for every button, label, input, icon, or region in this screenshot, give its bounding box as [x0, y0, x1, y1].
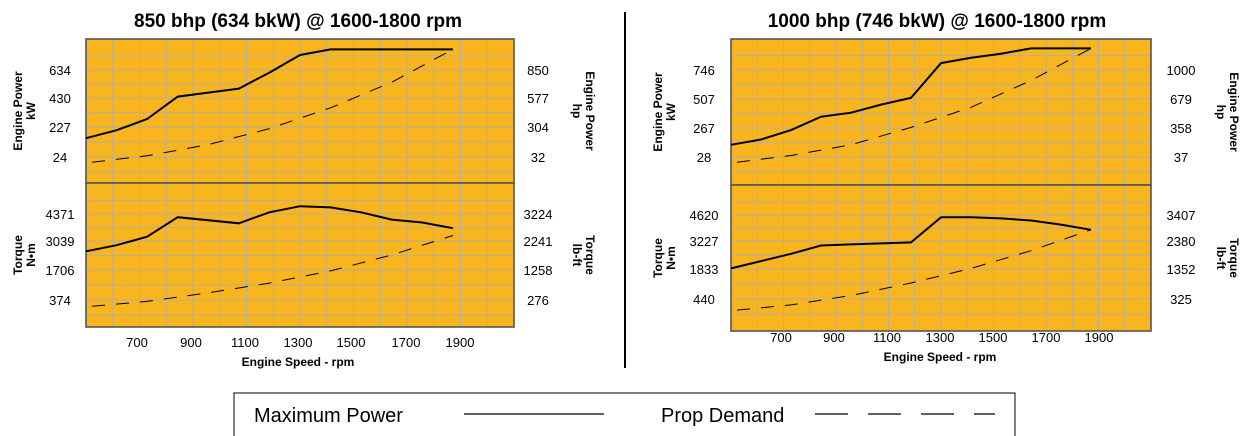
power-prop-demand-line	[736, 47, 1092, 163]
x-tick-label: 1300	[926, 330, 955, 345]
x-tick-label: 1700	[1032, 330, 1061, 345]
x-tick-label: 1300	[284, 335, 313, 350]
power-right-tick-label: 850	[527, 63, 549, 78]
x-tick-label: 1100	[873, 330, 901, 345]
torque-left-axis-label: TorqueN•m	[651, 238, 678, 278]
torque-left-tick-label: 1706	[46, 263, 75, 278]
torque-right-axis-label-line: Torque	[1227, 238, 1241, 278]
power-left-axis-label-line: kW	[664, 102, 678, 121]
torque-left-tick-label: 3227	[690, 234, 719, 249]
torque-right-axis-label: Torquelb-ft	[570, 235, 597, 275]
power-left-tick-label: 507	[693, 92, 715, 107]
torque-left-axis-label-line: N•m	[664, 246, 678, 270]
power-left-axis-label-line: Engine Power	[11, 71, 25, 151]
power-right-tick-label: 1000	[1167, 63, 1196, 78]
power-right-axis-label-line: hp	[570, 104, 584, 119]
torque-right-tick-label: 276	[527, 293, 549, 308]
torque-maximum-power-line	[730, 216, 1092, 270]
power-right-axis-label: Engine Powerhp	[570, 71, 597, 151]
torque-left-axis-label-line: N•m	[24, 243, 38, 267]
power-left-tick-label: 634	[49, 63, 71, 78]
torque-right-tick-label: 1352	[1167, 262, 1196, 277]
power-left-axis-label: Engine PowerkW	[651, 72, 678, 152]
x-tick-label: 1900	[446, 335, 475, 350]
torque-right-axis-label: Torquelb-ft	[1214, 238, 1241, 278]
x-tick-label: 900	[823, 330, 845, 345]
x-tick-label: 1500	[337, 335, 366, 350]
x-axis-label: Engine Speed - rpm	[242, 355, 355, 369]
power-right-axis-label-line: Engine Power	[1227, 72, 1241, 152]
power-left-tick-label: 227	[49, 120, 71, 135]
torque-left-tick-label: 4371	[46, 207, 75, 222]
power-right-tick-label: 37	[1174, 150, 1188, 165]
power-right-axis-label: Engine Powerhp	[1214, 72, 1241, 152]
x-tick-label: 1700	[392, 335, 421, 350]
power-left-axis-label-line: kW	[24, 101, 38, 120]
torque-left-axis-label-line: Torque	[11, 235, 25, 275]
power-left-axis-label-line: Engine Power	[651, 72, 665, 152]
x-tick-label: 1900	[1085, 330, 1114, 345]
power-right-axis-label-line: Engine Power	[583, 71, 597, 151]
legend-label-prop-demand: Prop Demand	[661, 405, 784, 427]
power-left-tick-label: 267	[693, 121, 715, 136]
power-maximum-power-line	[85, 48, 453, 140]
torque-prop-demand-line	[736, 229, 1092, 311]
torque-right-tick-label: 3224	[524, 207, 553, 222]
torque-maximum-power-line	[85, 205, 454, 253]
x-tick-label: 900	[180, 335, 202, 350]
chart-title: 850 bhp (634 bkW) @ 1600-1800 rpm	[134, 11, 462, 32]
torque-left-axis-label-line: Torque	[651, 238, 665, 278]
power-right-tick-label: 577	[527, 91, 549, 106]
power-left-axis-label: Engine PowerkW	[11, 71, 38, 151]
power-right-tick-label: 304	[527, 120, 549, 135]
power-left-tick-label: 28	[697, 150, 711, 165]
legend-label-maximum-power: Maximum Power	[254, 405, 403, 427]
torque-right-axis-label-line: Torque	[583, 235, 597, 275]
chart-title: 1000 bhp (746 bkW) @ 1600-1800 rpm	[768, 11, 1107, 32]
torque-left-tick-label: 440	[693, 292, 715, 307]
torque-right-tick-label: 2241	[524, 234, 553, 249]
power-left-tick-label: 746	[693, 63, 715, 78]
power-maximum-power-line	[730, 47, 1091, 146]
torque-right-axis-label-line: lb-ft	[570, 244, 584, 267]
torque-left-tick-label: 3039	[46, 234, 75, 249]
x-axis-label: Engine Speed - rpm	[884, 350, 997, 364]
power-left-tick-label: 430	[49, 91, 71, 106]
torque-left-axis-label: TorqueN•m	[11, 235, 38, 275]
torque-left-tick-label: 1833	[690, 262, 719, 277]
power-prop-demand-line	[92, 48, 454, 163]
x-tick-label: 700	[770, 330, 792, 345]
x-tick-label: 700	[126, 335, 148, 350]
power-left-tick-label: 24	[53, 150, 67, 165]
x-tick-label: 1500	[979, 330, 1008, 345]
power-right-tick-label: 32	[531, 150, 545, 165]
torque-right-tick-label: 3407	[1167, 208, 1196, 223]
torque-prop-demand-line	[92, 235, 454, 307]
power-right-tick-label: 358	[1170, 121, 1192, 136]
torque-right-axis-label-line: lb-ft	[1214, 247, 1228, 270]
torque-left-tick-label: 4620	[690, 208, 719, 223]
torque-right-tick-label: 1258	[524, 263, 553, 278]
power-right-axis-label-line: hp	[1214, 105, 1228, 120]
power-right-tick-label: 679	[1170, 92, 1192, 107]
torque-right-tick-label: 2380	[1167, 234, 1196, 249]
torque-left-tick-label: 374	[49, 293, 71, 308]
torque-right-tick-label: 325	[1170, 292, 1192, 307]
x-tick-label: 1100	[231, 335, 259, 350]
